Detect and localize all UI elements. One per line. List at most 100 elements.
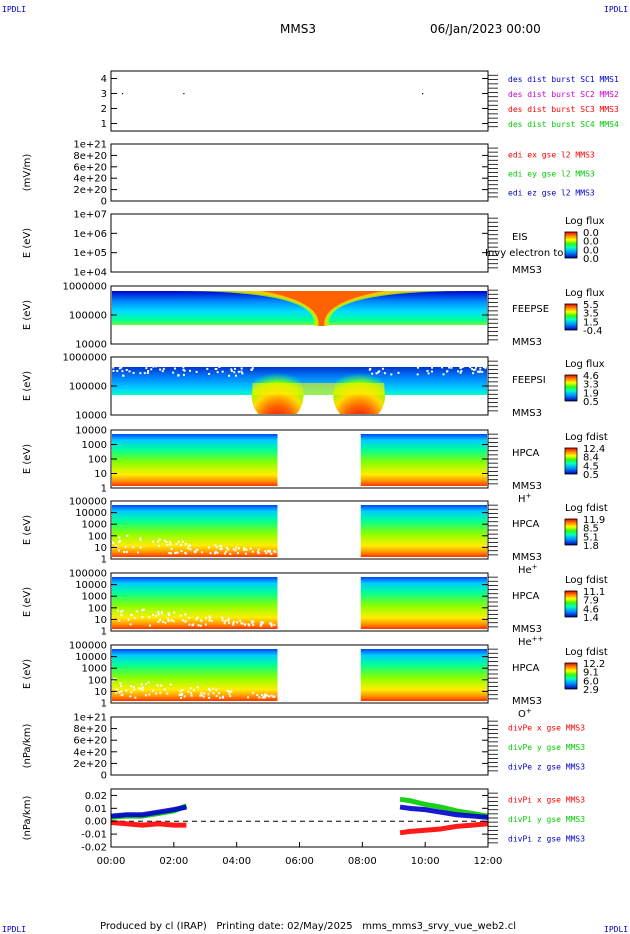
- hpca_o-speckle: [252, 692, 254, 694]
- hpca_he-speckle: [238, 547, 240, 549]
- hpca_o-speckle: [134, 697, 136, 699]
- hpca_o-ytick-label: 100: [88, 675, 107, 686]
- x-tick-label: 10:00: [411, 856, 440, 867]
- hpca_hepp-speckle: [233, 621, 235, 623]
- hpca_he-speckle: [181, 550, 183, 552]
- hpca_o-speckle: [152, 690, 154, 692]
- hpca_hepp-colorbar-title: Log fdist: [565, 575, 608, 586]
- feepse-ytick-label: 100000: [69, 311, 107, 322]
- feepsi-speckle: [231, 370, 233, 372]
- hpca_o-speckle: [203, 692, 205, 694]
- edi-ylabel: (mV/m): [22, 154, 33, 192]
- feepsi-speckle: [382, 368, 384, 370]
- x-tick-label: 06:00: [285, 856, 314, 867]
- hpca_hepp-segment-1: [361, 577, 488, 629]
- hpca_hepp-speckle: [158, 613, 160, 615]
- eis-ytick-label: 1e+07: [73, 210, 107, 221]
- hpca_hepp-speckle: [270, 622, 272, 624]
- hpca_he-speckle: [229, 553, 231, 555]
- hpca_o-spacecraft-label: MMS3: [512, 696, 542, 707]
- feepsi-speckle: [162, 370, 164, 372]
- divpe-ytick-label: 0: [101, 771, 107, 782]
- hpca_o-speckle: [193, 689, 195, 691]
- feepsi-speckle: [126, 369, 128, 371]
- hpca_he-speckle: [258, 549, 260, 551]
- feepse-spacecraft-label: MMS3: [512, 337, 542, 348]
- hpca_he-speckle: [243, 549, 245, 551]
- hpca_he-speckle: [227, 549, 229, 551]
- feepsi-speckle: [155, 365, 157, 367]
- hpca_o-speckle: [125, 690, 127, 692]
- hpca_he-speckle: [132, 546, 134, 548]
- hpca_hepp-speckle: [173, 611, 175, 613]
- hpca_he-colorbar-title: Log fdist: [565, 503, 608, 514]
- feepsi-speckle: [218, 366, 220, 368]
- feepsi-spacecraft-label: MMS3: [512, 408, 542, 419]
- hpca_hepp-ytick-label: 10000: [75, 580, 107, 591]
- feepsi-ytick-label: 10000: [75, 411, 107, 422]
- x-tick-label: 02:00: [159, 856, 188, 867]
- hpca_he-speckle: [201, 551, 203, 553]
- feepsi-ytick-label: 100000: [69, 382, 107, 393]
- burst-ytick-label: 3: [101, 89, 107, 100]
- hpca_o-speckle: [266, 695, 268, 697]
- hpca_he-speckle: [119, 540, 121, 542]
- hpca_h-instrument-label: HPCA: [512, 448, 540, 459]
- feepsi-speckle: [443, 373, 445, 375]
- eis-ytick-label: 1e+04: [73, 268, 107, 279]
- hpca_o-speckle: [212, 688, 214, 690]
- feepsi-speckle: [448, 367, 450, 369]
- hpca_hepp-spacecraft-label: MMS3: [512, 624, 542, 635]
- burst-point-0: [122, 93, 123, 94]
- hpca_hepp-speckle: [251, 620, 253, 622]
- hpca_o-speckle: [179, 694, 181, 696]
- hpca_he-speckle: [245, 553, 247, 555]
- x-tick-label: 12:00: [474, 856, 503, 867]
- hpca_o-colorbar: [565, 663, 577, 689]
- feepsi-speckle: [163, 368, 165, 370]
- feepse-ytick-label: 1000000: [62, 282, 107, 293]
- hpca_hepp-speckle: [120, 611, 122, 613]
- hpca_hepp-speckle: [171, 619, 173, 621]
- hpca_o-speckle: [116, 688, 118, 690]
- hpca_hepp-spectrogram: [111, 577, 488, 629]
- hpca_hepp-speckle: [157, 621, 159, 623]
- divpi-ytick-label: 0.01: [85, 804, 107, 815]
- eis-colorbar: [565, 232, 577, 258]
- hpca_hepp-speckle: [152, 614, 154, 616]
- divpe-ytick-label: 8e+20: [73, 724, 107, 735]
- hpca_hepp-speckle: [244, 624, 246, 626]
- hpca_o-speckle: [229, 695, 231, 697]
- hpca_h-ylabel: E (eV): [22, 444, 33, 474]
- hpca_o-speckle: [129, 695, 131, 697]
- feepsi-speckle: [250, 369, 252, 371]
- figure-canvas: 4321des dist burst SC1 MMS1des dist burs…: [0, 0, 630, 934]
- feepsi-speckle: [479, 370, 481, 372]
- hpca_o-speckle: [264, 694, 266, 696]
- divpe-frame: [111, 717, 488, 775]
- hpca_h-ytick-label: 10: [94, 469, 107, 480]
- hpca_o-speckle: [181, 689, 183, 691]
- feepsi-speckle: [139, 372, 141, 374]
- hpca_o-speckle: [229, 691, 231, 693]
- hpca_hepp-speckle: [198, 624, 200, 626]
- hpca_o-speckle: [200, 692, 202, 694]
- feepsi-speckle: [113, 370, 115, 372]
- hpca_he-speckle: [118, 550, 120, 552]
- hpca_o-speckle: [133, 689, 135, 691]
- hpca_he-speckle: [126, 535, 128, 537]
- hpca_hepp-speckle: [239, 620, 241, 622]
- feepse-instrument-label: FEEPSE: [512, 304, 549, 315]
- hpca_hepp-speckle: [209, 617, 211, 619]
- feepsi-speckle: [116, 370, 118, 372]
- feepsi-instrument-label: FEEPSI: [512, 375, 546, 386]
- feepsi-spectrogram: [111, 365, 489, 423]
- hpca_hepp-speckle: [182, 619, 184, 621]
- feepsi-speckle: [477, 371, 479, 373]
- feepsi-speckle: [462, 366, 464, 368]
- hpca_hepp-speckle: [242, 623, 244, 625]
- feepsi-speckle: [469, 366, 471, 368]
- divpi-series-2-segment-0: [111, 807, 186, 816]
- feepsi-speckle: [228, 375, 230, 377]
- hpca_he-speckle: [171, 548, 173, 550]
